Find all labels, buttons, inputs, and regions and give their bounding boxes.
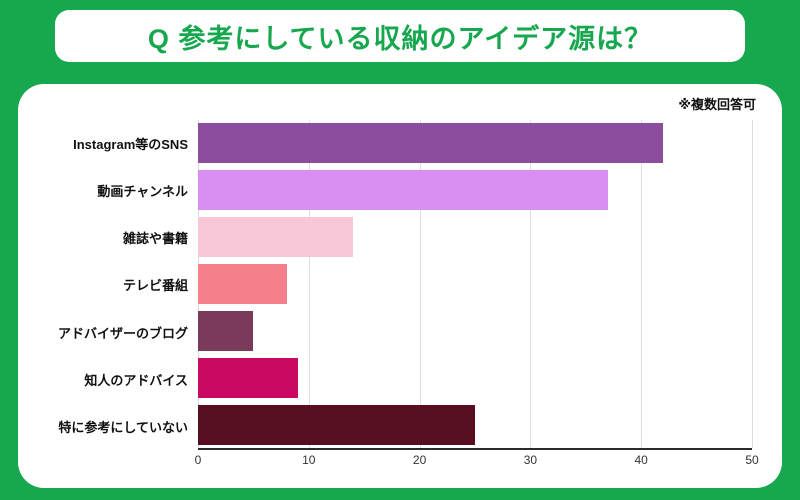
x-tick-label: 50 xyxy=(745,453,759,467)
gridline xyxy=(530,120,532,448)
category-label: 特に参考にしていない xyxy=(58,419,188,435)
x-tick-label: 0 xyxy=(194,453,202,467)
bar xyxy=(198,123,664,164)
x-tick-label: 40 xyxy=(634,453,648,467)
bar-chart: Instagram等のSNS 動画チャンネル雑誌や書籍テレビ番組アドバイザーのブロ… xyxy=(30,120,759,467)
bar xyxy=(198,404,475,445)
plot-area: 0 10 20 30 40 50 xyxy=(195,120,759,467)
category-label: 知人のアドバイス xyxy=(84,372,188,388)
title-card: Q 参考にしている収納のアイデア源は？ xyxy=(55,10,745,62)
bar-row xyxy=(198,120,752,167)
category-label: 動画チャンネル xyxy=(97,184,188,200)
gridline xyxy=(752,120,753,448)
chart-card: ※複数回答可 Instagram等のSNS 動画チャンネル雑誌や書籍テレビ番組アド… xyxy=(18,84,782,488)
x-tick-label: 20 xyxy=(412,453,427,467)
category-labels: Instagram等のSNS 動画チャンネル雑誌や書籍テレビ番組アドバイザーのブロ… xyxy=(30,120,198,450)
gridline xyxy=(419,120,421,448)
x-tick-label: 10 xyxy=(302,453,316,467)
category-label: Instagram等のSNS xyxy=(73,137,188,153)
x-tick-label: 30 xyxy=(523,453,538,467)
bar-row xyxy=(198,214,752,261)
category-label: テレビ番組 xyxy=(122,278,188,294)
bar xyxy=(198,310,254,351)
multiple-answers-note: ※複数回答可 xyxy=(678,97,756,112)
bar xyxy=(198,170,608,211)
bar xyxy=(198,264,287,304)
bar-rows xyxy=(198,120,752,448)
bar xyxy=(198,357,298,398)
x-axis-ticks: 0 10 20 30 40 50 xyxy=(194,448,759,468)
gridline xyxy=(641,120,643,448)
bar-row xyxy=(198,167,752,214)
bar-row xyxy=(198,307,752,354)
gridline xyxy=(308,120,310,448)
category-label: 雑誌や書籍 xyxy=(122,231,188,247)
bar-row xyxy=(198,261,752,308)
bar-row xyxy=(198,401,752,448)
page-title: Q 参考にしている収納のアイデア源は？ xyxy=(147,23,653,54)
bar xyxy=(198,217,354,258)
category-label: アドバイザーのブログ xyxy=(57,325,188,341)
bar-row xyxy=(198,354,752,401)
